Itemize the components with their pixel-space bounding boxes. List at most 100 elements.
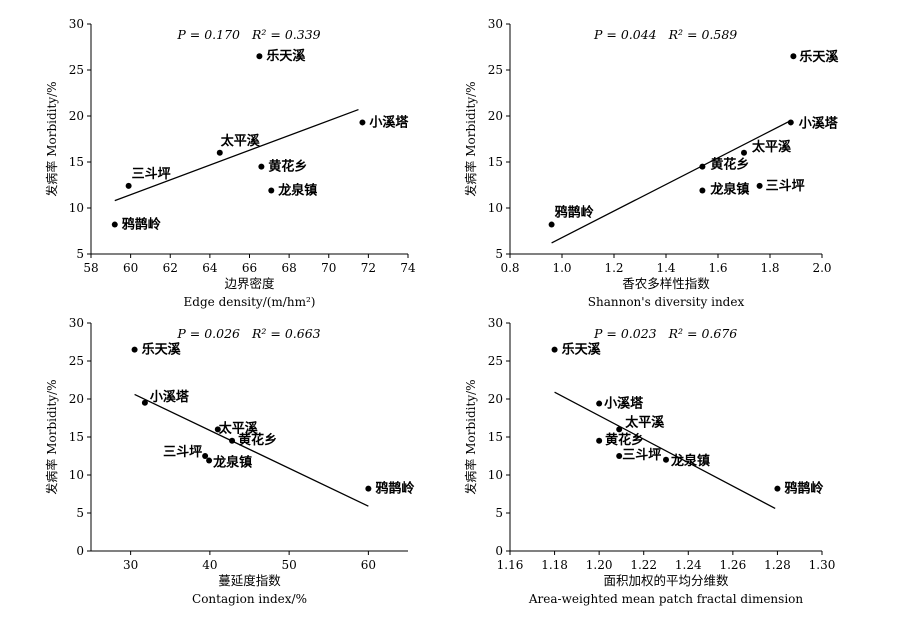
data-point-label: 龙泉镇 (671, 453, 710, 469)
y-axis-label: 发病率 Morbidity/% (44, 379, 59, 494)
data-point (551, 346, 558, 353)
data-point (365, 485, 372, 492)
data-point-label: 三斗坪 (622, 448, 661, 463)
x-axis-label-en: Shannon's diversity index (588, 295, 745, 309)
data-point (741, 149, 747, 156)
data-point-label: 龙泉镇 (278, 183, 317, 199)
data-point-label: 鸦鹊岭 (122, 217, 161, 233)
data-point (756, 182, 763, 189)
x-axis-label-cn: 香农多样性指数 (622, 276, 710, 291)
x-tick-label: 66 (242, 261, 257, 275)
data-point-label: 小溪塔 (799, 115, 839, 131)
x-tick-label: 64 (202, 261, 218, 275)
y-tick-label: 10 (69, 201, 84, 215)
x-tick-label: 1.22 (630, 558, 657, 572)
x-axis-label-cn: 蔓延度指数 (218, 573, 281, 588)
y-tick-label: 20 (488, 109, 503, 123)
stat-r-squared: R² = 0.589 (668, 27, 738, 42)
x-tick-label: 60 (123, 261, 138, 275)
chart-panel-4: 1.16 1.18 1.20 1.22 1.24 1.26 1.28 1.30 0 5 10 15 20… (463, 316, 835, 606)
data-point (141, 399, 148, 406)
y-tick-label: 10 (488, 468, 503, 482)
data-point (699, 187, 706, 194)
data-point (596, 400, 603, 407)
x-tick-label: 58 (83, 261, 98, 275)
x-tick-label: 1.4 (656, 261, 675, 275)
data-point (111, 221, 118, 228)
stat-r-squared: R² = 0.663 (251, 326, 321, 341)
y-axis-label: 发病率 Morbidity/% (44, 81, 59, 196)
x-tick-label: 60 (361, 558, 376, 572)
y-tick-label: 5 (76, 247, 84, 261)
y-tick-label: 5 (76, 506, 84, 520)
y-tick-label: 20 (69, 392, 84, 406)
x-tick-label: 72 (361, 261, 376, 275)
x-tick-label: 62 (163, 261, 178, 275)
regression-line (114, 108, 359, 202)
data-point-label: 乐天溪 (142, 342, 182, 358)
data-point-label: 三斗坪 (163, 445, 202, 460)
y-tick-label: 25 (69, 63, 84, 77)
x-axis-label-cn: 面积加权的平均分维数 (603, 573, 729, 588)
data-point (616, 453, 623, 459)
y-tick-label: 25 (488, 354, 503, 368)
data-point-label: 小溪塔 (369, 114, 409, 130)
x-tick-label: 1.20 (586, 558, 613, 572)
x-tick-label: 1.8 (760, 261, 779, 275)
stat-r-squared: R² = 0.339 (251, 27, 321, 42)
x-tick-label: 1.24 (675, 558, 702, 572)
y-tick-label: 15 (488, 430, 503, 444)
data-point (790, 53, 797, 60)
y-tick-label: 5 (495, 247, 503, 261)
y-tick-label: 10 (488, 201, 503, 215)
data-point (214, 426, 221, 433)
data-point (699, 163, 706, 170)
x-tick-label: 1.6 (708, 261, 727, 275)
regression-line (551, 120, 792, 244)
x-axis-label-en: Area-weighted mean patch fractal dimensi… (528, 592, 803, 606)
data-point-label: 乐天溪 (562, 342, 602, 358)
y-tick-label: 10 (69, 468, 84, 482)
data-point-label: 小溪塔 (604, 396, 644, 412)
x-tick-label: 0.8 (500, 261, 519, 275)
x-tick-label: 1.30 (809, 558, 836, 572)
data-point (774, 485, 781, 492)
data-point-label: 黄花乡 (268, 159, 307, 175)
x-tick-label: 1.26 (719, 558, 746, 572)
y-tick-label: 30 (488, 316, 503, 330)
data-point-label: 黄花乡 (238, 432, 277, 448)
data-point-label: 三斗坪 (766, 179, 805, 194)
stat-r-squared: R² = 0.676 (668, 326, 738, 341)
stat-p-value: P = 0.170 (176, 27, 240, 42)
data-point-label: 太平溪 (751, 139, 792, 155)
y-tick-label: 15 (69, 155, 84, 169)
y-tick-label: 5 (495, 506, 503, 520)
x-tick-label: 1.28 (764, 558, 791, 572)
regression-line (554, 391, 776, 510)
x-axis-label-cn: 边界密度 (224, 276, 275, 291)
y-tick-label: 30 (69, 17, 84, 31)
x-tick-label: 50 (281, 558, 296, 572)
y-axis-label: 发病率 Morbidity/% (463, 81, 478, 196)
chart-panel-1: 58 60 62 64 66 68 70 72 74 5 10 15 20 25 30 发病率 Morbidi… (44, 17, 416, 309)
y-axis-label: 发病率 Morbidity/% (463, 379, 478, 494)
data-point-label: 太平溪 (218, 420, 259, 436)
data-point (258, 163, 265, 170)
data-point (131, 346, 138, 353)
x-axis-label-en: Edge density/(m/hm²) (184, 295, 316, 309)
data-point-label: 小溪塔 (150, 389, 190, 405)
data-point-label: 黄花乡 (605, 432, 644, 448)
x-tick-label: 1.18 (541, 558, 568, 572)
data-point (268, 187, 275, 194)
data-point-label: 太平溪 (220, 133, 261, 149)
data-point (216, 149, 223, 156)
data-point (359, 119, 366, 126)
data-point-label: 龙泉镇 (213, 455, 252, 471)
chart-panel-2: 0.8 1.0 1.2 1.4 1.6 1.8 2.0 5 10 15 20 25 30 发病率 Morb… (463, 17, 839, 309)
data-point-label: 龙泉镇 (710, 182, 749, 198)
data-point-label: 太平溪 (624, 414, 665, 430)
x-tick-label: 1.16 (497, 558, 524, 572)
data-point-label: 鸦鹊岭 (375, 481, 414, 497)
stat-p-value: P = 0.026 (176, 326, 240, 341)
